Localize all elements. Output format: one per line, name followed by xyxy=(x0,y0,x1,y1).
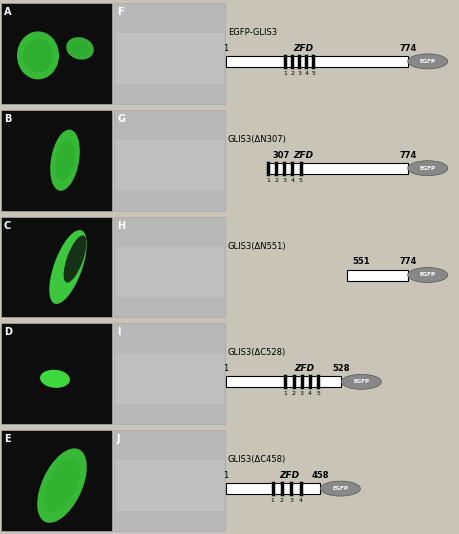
Text: 528: 528 xyxy=(333,364,350,373)
Text: 5: 5 xyxy=(299,178,302,183)
Text: 3: 3 xyxy=(300,391,304,396)
Text: 551: 551 xyxy=(352,257,370,266)
Text: C: C xyxy=(4,221,11,231)
Bar xyxy=(1,324,112,424)
Text: 774: 774 xyxy=(399,44,416,53)
Text: 3: 3 xyxy=(282,178,286,183)
Ellipse shape xyxy=(50,130,80,191)
Ellipse shape xyxy=(408,54,448,69)
Bar xyxy=(226,376,341,387)
Text: 307: 307 xyxy=(273,151,290,160)
Ellipse shape xyxy=(320,481,360,496)
Text: 1: 1 xyxy=(266,178,270,183)
Text: EGFP: EGFP xyxy=(420,59,436,64)
Text: 1: 1 xyxy=(224,44,229,53)
Text: ZFD: ZFD xyxy=(293,151,313,160)
Text: 458: 458 xyxy=(312,471,329,480)
Text: 4: 4 xyxy=(308,391,312,396)
Bar xyxy=(115,140,224,191)
Ellipse shape xyxy=(23,38,53,73)
Bar xyxy=(226,56,408,67)
Text: 4: 4 xyxy=(298,498,302,503)
Bar xyxy=(115,33,224,84)
Ellipse shape xyxy=(17,32,59,80)
Bar xyxy=(115,354,224,404)
Text: ZFD: ZFD xyxy=(279,471,299,480)
Bar xyxy=(226,483,320,494)
Text: 2: 2 xyxy=(291,71,294,76)
Text: EGFP: EGFP xyxy=(332,486,348,491)
Bar xyxy=(268,163,408,174)
Text: 5: 5 xyxy=(316,391,320,396)
Ellipse shape xyxy=(408,161,448,176)
Bar xyxy=(114,3,225,104)
Text: E: E xyxy=(4,434,11,444)
Bar xyxy=(114,324,225,424)
Text: ZFD: ZFD xyxy=(294,364,314,373)
Text: EGFP: EGFP xyxy=(353,379,369,384)
Text: F: F xyxy=(117,7,123,17)
Bar xyxy=(115,247,224,297)
Text: 774: 774 xyxy=(399,257,416,266)
Text: 774: 774 xyxy=(399,151,416,160)
Text: GLIS3(ΔC458): GLIS3(ΔC458) xyxy=(228,455,286,464)
Ellipse shape xyxy=(40,370,70,388)
Bar xyxy=(1,110,112,210)
Bar xyxy=(1,430,112,531)
Text: 1: 1 xyxy=(284,71,287,76)
Text: 4: 4 xyxy=(291,178,294,183)
Ellipse shape xyxy=(56,139,74,181)
Text: 2: 2 xyxy=(291,391,296,396)
Ellipse shape xyxy=(45,459,80,513)
Text: D: D xyxy=(4,327,12,337)
Ellipse shape xyxy=(49,230,87,304)
Text: GLIS3(ΔC528): GLIS3(ΔC528) xyxy=(228,348,286,357)
Text: 1: 1 xyxy=(284,391,287,396)
Text: 2: 2 xyxy=(280,498,284,503)
Ellipse shape xyxy=(71,41,89,56)
Text: I: I xyxy=(117,327,121,337)
Ellipse shape xyxy=(37,449,87,523)
Text: H: H xyxy=(117,221,125,231)
Text: 1: 1 xyxy=(271,498,274,503)
Text: 1: 1 xyxy=(224,364,229,373)
Bar xyxy=(114,217,225,317)
Text: 1: 1 xyxy=(224,471,229,480)
Text: GLIS3(ΔN551): GLIS3(ΔN551) xyxy=(228,241,286,250)
Ellipse shape xyxy=(66,37,94,60)
Text: A: A xyxy=(4,7,11,17)
Text: 2: 2 xyxy=(274,178,278,183)
Ellipse shape xyxy=(341,374,381,389)
Text: 3: 3 xyxy=(297,71,302,76)
Text: EGFP: EGFP xyxy=(420,166,436,171)
Text: EGFP: EGFP xyxy=(420,272,436,278)
Bar xyxy=(1,3,112,104)
Text: ZFD: ZFD xyxy=(293,44,313,53)
Bar xyxy=(1,217,112,317)
Ellipse shape xyxy=(408,268,448,282)
Text: J: J xyxy=(117,434,121,444)
Text: G: G xyxy=(117,114,125,124)
Text: GLIS3(ΔN307): GLIS3(ΔN307) xyxy=(228,135,287,144)
Bar xyxy=(114,110,225,210)
Bar xyxy=(115,460,224,511)
Ellipse shape xyxy=(64,235,86,282)
Text: 4: 4 xyxy=(304,71,308,76)
Bar xyxy=(114,430,225,531)
Text: B: B xyxy=(4,114,11,124)
Text: 5: 5 xyxy=(312,71,315,76)
Text: 3: 3 xyxy=(289,498,293,503)
Text: EGFP-GLIS3: EGFP-GLIS3 xyxy=(228,28,277,37)
Bar xyxy=(347,270,408,280)
